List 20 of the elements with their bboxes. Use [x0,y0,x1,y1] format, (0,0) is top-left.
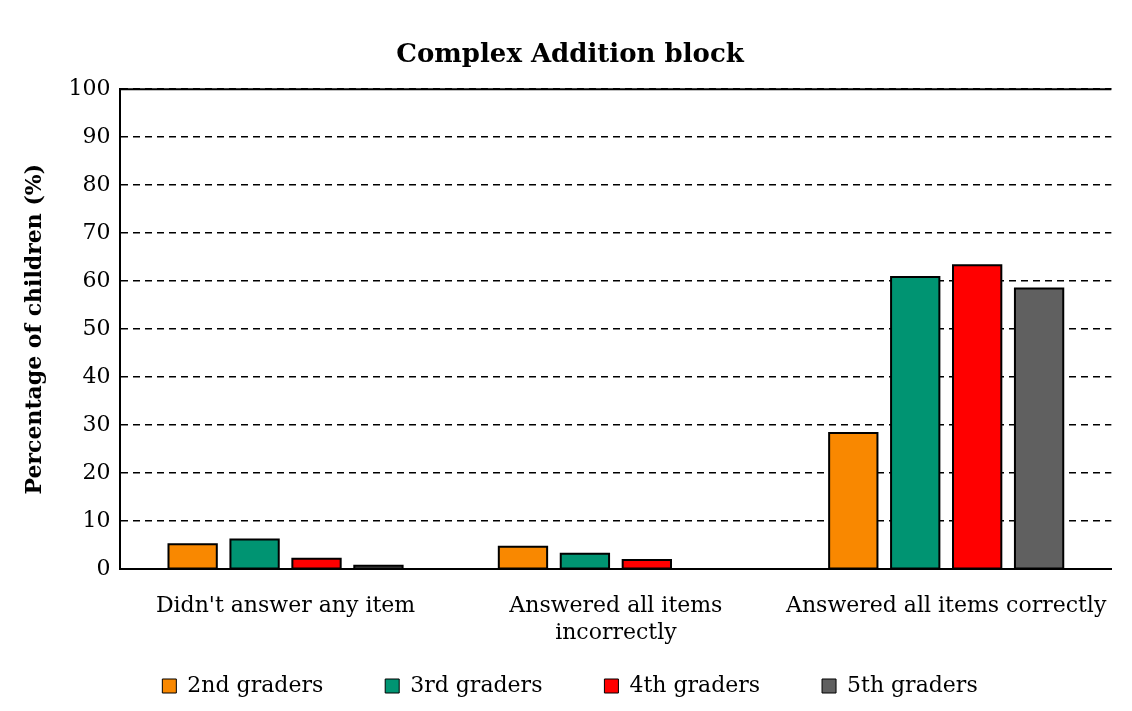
y-tick-label: 0 [96,554,111,580]
chart-title: Complex Addition block [396,38,745,69]
y-tick-label: 20 [82,458,111,484]
y-tick-label: 40 [82,362,111,388]
legend-label: 2nd graders [187,671,324,697]
y-tick-label: 80 [82,170,111,196]
y-tick-label: 90 [82,122,111,148]
y-axis-title: Percentage of children (%) [19,163,46,495]
y-tick-label: 30 [82,410,111,436]
x-tick-label: Answered all items correctly [785,592,1107,618]
legend-label: 4th graders [629,671,761,697]
y-tick-label: 10 [82,506,111,532]
y-tick-label: 60 [82,266,111,292]
x-tick-label: Answered all items incorrectly [508,592,723,644]
legend-label: 3rd graders [410,671,543,697]
y-tick-label: 70 [82,218,111,244]
y-tick-label: 50 [82,314,111,340]
y-tick-label: 100 [68,74,111,100]
legend-label: 5th graders [847,671,978,697]
x-tick-label: Didn't answer any item [155,592,416,618]
